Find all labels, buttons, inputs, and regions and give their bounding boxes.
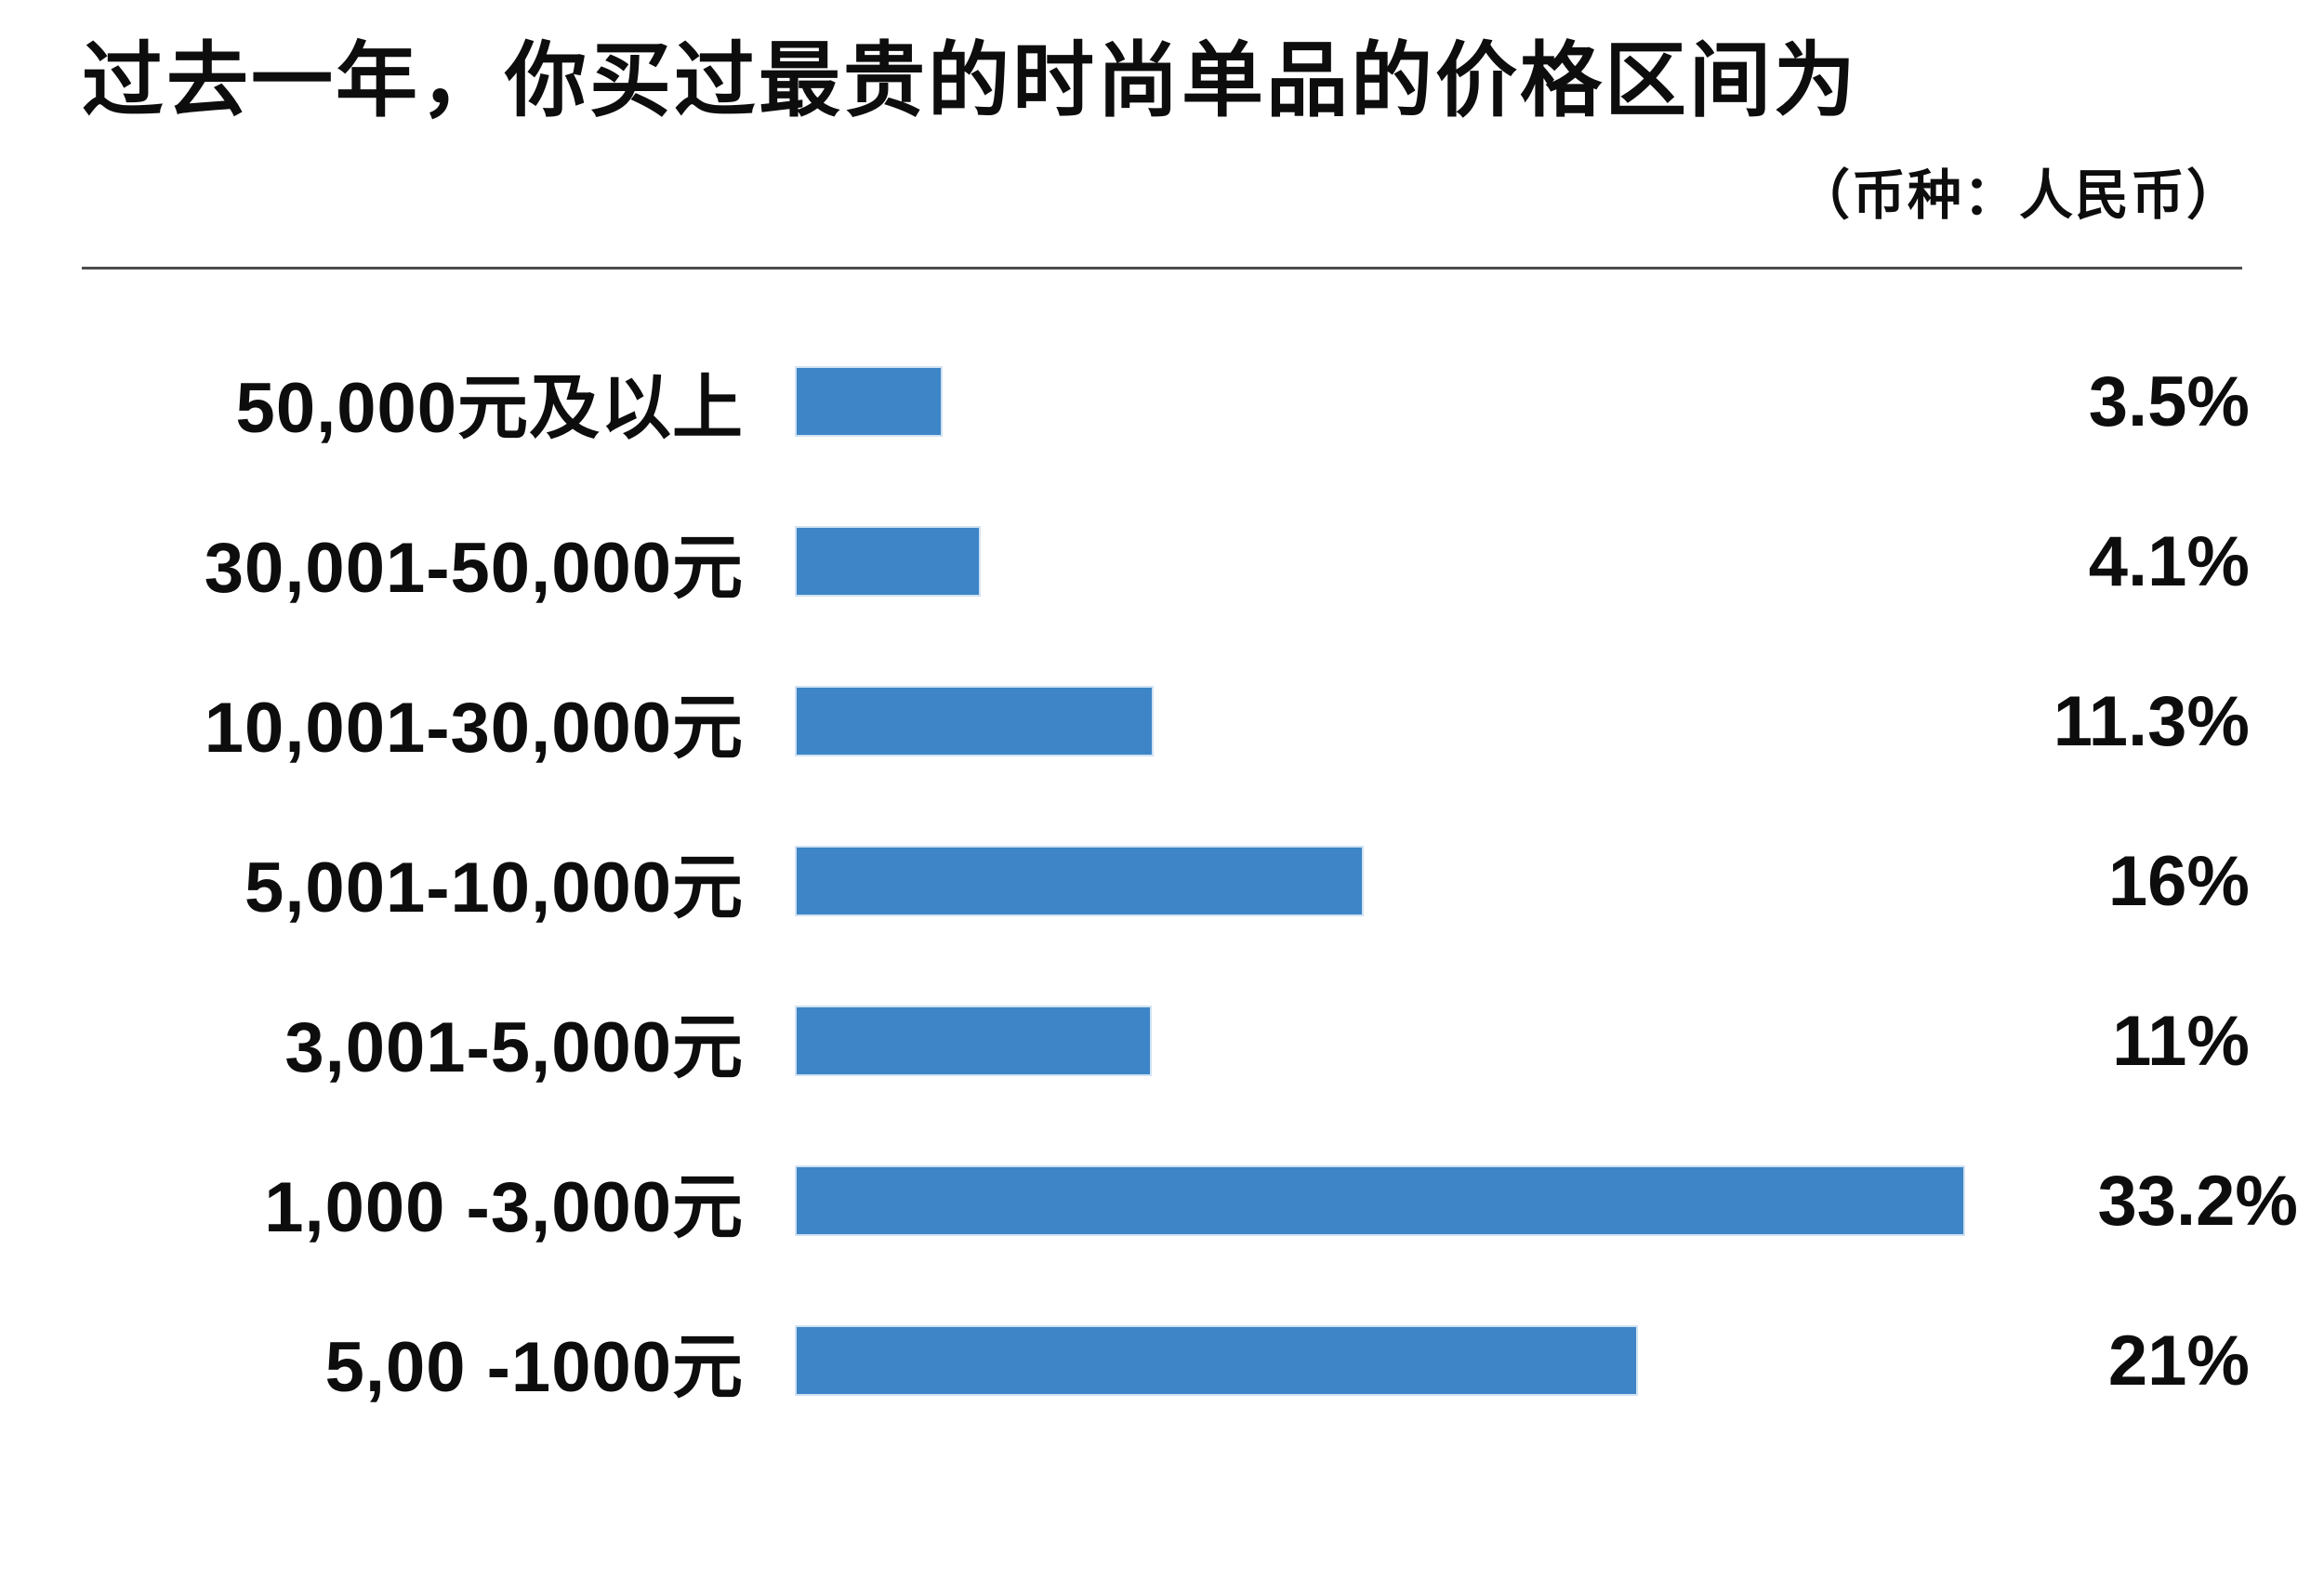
value-label: 11.3% bbox=[2053, 681, 2250, 761]
value-label: 33.2% bbox=[2097, 1161, 2299, 1241]
category-label: 3,001-5,000元 bbox=[284, 1008, 744, 1088]
bar-row: 3,001-5,000元 11% bbox=[0, 961, 2324, 1121]
bar-row: 5,00 -1000元 21% bbox=[0, 1281, 2324, 1440]
bar-segment bbox=[797, 528, 979, 596]
chart-header: 过去一年，你买过最贵的时尚单品的价格区间为 （币种：人民币） bbox=[0, 0, 2324, 230]
bar-segment bbox=[797, 688, 1152, 756]
bar-segment bbox=[797, 848, 1362, 915]
value-label: 4.1% bbox=[2088, 521, 2250, 601]
header-divider-line bbox=[82, 267, 2242, 270]
bar-track bbox=[744, 368, 1915, 436]
bar-segment bbox=[797, 1327, 1636, 1395]
value-label: 11% bbox=[2112, 1001, 2250, 1081]
bar-row: 30,001-50,000元 4.1% bbox=[0, 481, 2324, 641]
category-label: 10,001-30,000元 bbox=[204, 689, 744, 769]
bar-track bbox=[744, 1007, 1915, 1075]
bar-row: 50,000元及以上 3.5% bbox=[0, 322, 2324, 481]
bar-segment bbox=[797, 1007, 1150, 1075]
value-label: 3.5% bbox=[2088, 362, 2250, 441]
bar-track bbox=[744, 1167, 1963, 1235]
chart-title: 过去一年，你买过最贵的时尚单品的价格区间为 bbox=[82, 34, 1859, 126]
bar-track bbox=[744, 688, 1915, 756]
bar-track bbox=[744, 848, 1915, 915]
category-label: 5,001-10,000元 bbox=[244, 848, 744, 928]
bar-segment bbox=[797, 1167, 1963, 1235]
bar-chart: 50,000元及以上 3.5% 30,001-50,000元 4.1% 10,0… bbox=[0, 322, 2324, 1440]
bar-row: 10,001-30,000元 11.3% bbox=[0, 641, 2324, 801]
category-label: 30,001-50,000元 bbox=[204, 529, 744, 609]
bar-row: 5,001-10,000元 16% bbox=[0, 801, 2324, 961]
value-label: 16% bbox=[2107, 841, 2250, 921]
category-label: 50,000元及以上 bbox=[235, 369, 744, 449]
bar-track bbox=[744, 1327, 1915, 1395]
bar-track bbox=[744, 528, 1915, 596]
category-label: 1,000 -3,000元 bbox=[264, 1168, 744, 1248]
currency-note: （币种：人民币） bbox=[1795, 165, 2242, 227]
value-label: 21% bbox=[2107, 1321, 2250, 1400]
category-label: 5,00 -1000元 bbox=[324, 1328, 744, 1408]
bar-segment bbox=[797, 368, 941, 436]
bar-row: 1,000 -3,000元 33.2% bbox=[0, 1121, 2324, 1281]
